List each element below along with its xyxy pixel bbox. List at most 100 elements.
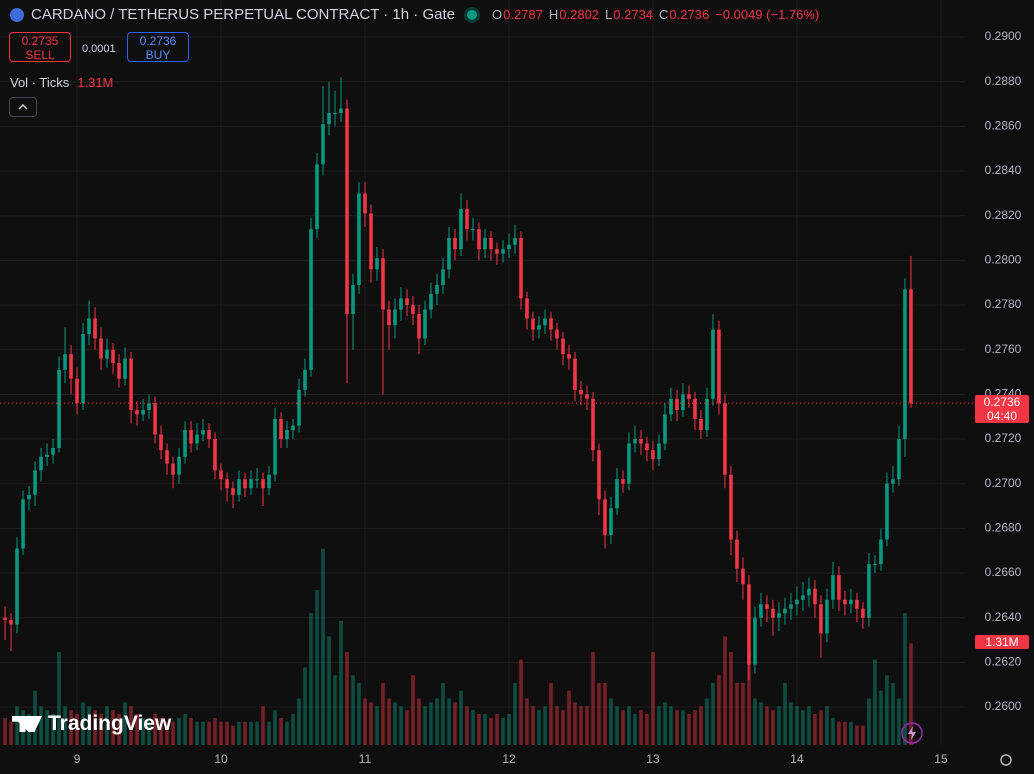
settings-icon[interactable]: [1000, 754, 1012, 766]
candle-body: [375, 258, 379, 270]
candle-body: [603, 499, 607, 536]
candle-body: [597, 450, 601, 500]
volume-bar: [111, 710, 115, 745]
volume-bar: [399, 706, 403, 745]
volume-bar: [645, 713, 649, 745]
candle-body: [393, 309, 397, 326]
countdown: 04:40: [986, 409, 1018, 424]
volume-bar: [621, 710, 625, 745]
y-tick-label: 0.2800: [985, 253, 1022, 267]
volume-bar: [813, 713, 817, 745]
candle-body: [141, 410, 145, 415]
candle-body: [639, 439, 643, 444]
last-price-label: 0.2736 04:40: [975, 395, 1029, 424]
candle-body: [387, 309, 391, 326]
candle-body: [93, 318, 97, 339]
y-tick-label: 0.2600: [985, 699, 1022, 713]
candle-body: [315, 164, 319, 230]
volume-bar: [903, 613, 907, 745]
volume-bar: [81, 702, 85, 745]
candle-body: [465, 209, 469, 230]
volume-bar: [195, 721, 199, 745]
candle-body: [441, 269, 445, 285]
volume-bar: [705, 698, 709, 745]
collapse-button[interactable]: [9, 97, 37, 117]
volume-bar: [261, 706, 265, 745]
candle-body: [105, 349, 109, 359]
candle-body: [297, 389, 301, 426]
volume-bar: [273, 710, 277, 745]
candle-body: [333, 112, 337, 114]
ohlc-key: L: [605, 7, 613, 22]
candle-body: [27, 494, 31, 500]
candle-body: [759, 604, 763, 618]
change: −0.0049 (−1.76%): [715, 7, 820, 22]
volume-bar: [495, 713, 499, 745]
indicator-value: 1.31M: [77, 75, 114, 90]
market-status: [466, 9, 477, 20]
candle-body: [477, 229, 481, 250]
candle-body: [897, 439, 901, 480]
candle-body: [657, 443, 661, 460]
volume-bar: [573, 702, 577, 745]
candle-body: [309, 229, 313, 370]
volume-bar: [243, 721, 247, 745]
volume-bar: [777, 706, 781, 745]
y-tick-label: 0.2720: [985, 431, 1022, 445]
candle-body: [111, 349, 115, 364]
volume-bar: [837, 721, 841, 745]
volume-bar: [489, 717, 493, 745]
candle-body: [129, 358, 133, 410]
candle-body: [765, 604, 769, 609]
buy-price: 0.2736: [139, 34, 177, 48]
volume-bar: [117, 713, 121, 745]
volume-bar: [159, 717, 163, 745]
candle-body: [243, 479, 247, 489]
volume-bar: [189, 717, 193, 745]
candle-body: [687, 394, 691, 399]
alert-icon[interactable]: [901, 722, 923, 744]
candle-body: [261, 479, 265, 489]
volume-bar: [435, 698, 439, 745]
volume-bar: [303, 667, 307, 745]
volume-bar: [411, 675, 415, 745]
candle-body: [3, 617, 7, 620]
candle-body: [321, 124, 325, 165]
candle-body: [879, 539, 883, 565]
candle-body: [669, 398, 673, 415]
volume-bar: [249, 721, 253, 745]
volume-bar: [789, 702, 793, 745]
candle-body: [771, 608, 775, 618]
candle-body: [693, 398, 697, 419]
candle-body: [789, 604, 793, 609]
candle-body: [123, 358, 127, 379]
volume-bar: [87, 706, 91, 745]
volume-bar: [333, 675, 337, 745]
volume-bar: [135, 713, 139, 745]
candle-body: [291, 425, 295, 431]
volume-bar: [147, 721, 151, 745]
volume-bar: [831, 717, 835, 745]
volume-bar: [183, 713, 187, 745]
volume-bar: [591, 651, 595, 745]
candle-body: [909, 289, 913, 404]
volume-bar: [231, 725, 235, 745]
candle-body: [363, 193, 367, 214]
candle-body: [891, 479, 895, 484]
candle-body: [585, 394, 589, 399]
volume-bar: [741, 682, 745, 745]
y-tick-label: 0.2760: [985, 342, 1022, 356]
candle-body: [615, 479, 619, 509]
buy-label: BUY: [145, 48, 171, 62]
candle-body: [621, 479, 625, 484]
candle-body: [267, 474, 271, 489]
candle-body: [573, 358, 577, 390]
candle-body: [9, 619, 13, 625]
volume-bar: [675, 710, 679, 745]
candle-body: [189, 430, 193, 444]
candle-body: [15, 548, 19, 625]
sell-button[interactable]: 0.2735 SELL: [9, 32, 71, 62]
volume-bar: [165, 721, 169, 745]
buy-button[interactable]: 0.2736 BUY: [127, 32, 189, 62]
